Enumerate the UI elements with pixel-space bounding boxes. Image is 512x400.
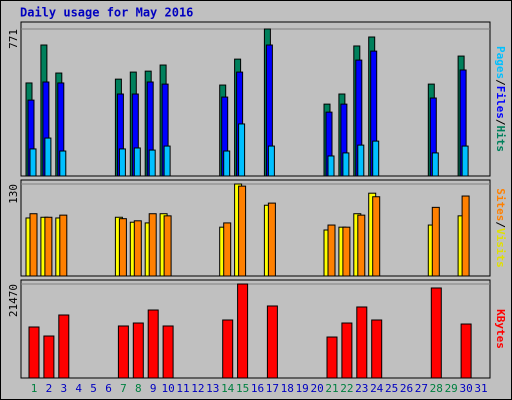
bar <box>118 218 127 277</box>
bar <box>326 336 338 379</box>
legend: Pages/Files/Hits <box>494 46 507 152</box>
bar <box>44 137 52 177</box>
bar <box>147 309 159 379</box>
bar <box>163 215 172 277</box>
x-tick-label: 10 <box>161 382 174 395</box>
x-tick-label: 5 <box>90 382 97 395</box>
bar <box>327 155 335 177</box>
bar <box>238 185 247 277</box>
x-tick-label: 2 <box>46 382 53 395</box>
x-tick-label: 18 <box>281 382 294 395</box>
bar <box>222 319 234 379</box>
bar <box>163 145 171 177</box>
bar <box>59 150 67 177</box>
legend-separator: / <box>494 79 507 86</box>
bar <box>44 216 53 277</box>
x-tick-label: 7 <box>120 382 127 395</box>
y-tick-label: 21470 <box>7 284 20 317</box>
bar <box>267 202 276 277</box>
bar <box>341 322 353 379</box>
x-tick-label: 19 <box>296 382 309 395</box>
bar <box>223 150 231 177</box>
legend-entry: Hits <box>494 126 507 153</box>
bar <box>132 322 144 379</box>
x-tick-label: 12 <box>191 382 204 395</box>
y-tick-label: 771 <box>7 29 20 49</box>
bar <box>357 214 366 277</box>
x-tick-label: 23 <box>355 382 368 395</box>
bar <box>58 314 70 379</box>
x-tick-label: 9 <box>150 382 157 395</box>
bar <box>460 323 472 379</box>
bar <box>162 325 174 379</box>
panel <box>20 21 491 177</box>
bar <box>342 152 350 177</box>
x-tick-label: 26 <box>400 382 413 395</box>
bar <box>267 145 275 177</box>
legend-entry: Files <box>494 86 507 119</box>
x-tick-label: 22 <box>340 382 353 395</box>
panel <box>20 179 491 277</box>
x-tick-label: 15 <box>236 382 249 395</box>
x-tick-label: 8 <box>135 382 142 395</box>
x-tick-label: 4 <box>75 382 82 395</box>
x-tick-label: 29 <box>445 382 458 395</box>
bar <box>28 326 40 379</box>
x-tick-label: 17 <box>266 382 279 395</box>
x-tick-label: 20 <box>310 382 323 395</box>
legend: Sites/Visits <box>494 188 507 268</box>
bar <box>59 214 68 277</box>
bar <box>327 224 336 277</box>
legend-separator: / <box>494 119 507 126</box>
x-tick-label: 27 <box>415 382 428 395</box>
bar <box>372 140 380 177</box>
chart-title: Daily usage for May 2016 <box>20 6 193 20</box>
bar <box>371 319 383 379</box>
bar <box>118 148 126 177</box>
bar <box>461 145 469 177</box>
bar <box>117 325 129 379</box>
bar <box>342 226 351 277</box>
bar <box>237 283 249 379</box>
legend-separator: / <box>494 221 507 228</box>
x-tick-label: 3 <box>60 382 67 395</box>
bar <box>133 147 141 177</box>
bar <box>29 213 38 277</box>
bar <box>461 195 470 277</box>
legend-entry: Visits <box>494 228 507 268</box>
x-tick-label: 16 <box>251 382 264 395</box>
x-tick-label: 6 <box>105 382 112 395</box>
bar <box>133 220 142 277</box>
x-tick-label: 14 <box>221 382 235 395</box>
bar <box>29 148 37 177</box>
bar <box>431 152 439 177</box>
x-tick-label: 11 <box>176 382 189 395</box>
bar <box>357 144 365 177</box>
x-tick-label: 31 <box>474 382 487 395</box>
bar <box>266 305 278 379</box>
legend: KBytes <box>494 309 507 349</box>
bar <box>356 306 368 379</box>
x-tick-label: 24 <box>370 382 384 395</box>
x-tick-label: 1 <box>31 382 38 395</box>
x-tick-label: 30 <box>459 382 472 395</box>
legend-entry: KBytes <box>494 309 507 349</box>
y-tick-label: 130 <box>7 184 20 204</box>
bar <box>431 206 440 277</box>
bar <box>148 213 157 277</box>
bar <box>372 196 381 277</box>
x-tick-label: 21 <box>325 382 338 395</box>
x-tick-label: 28 <box>430 382 443 395</box>
bar <box>148 149 156 177</box>
panel <box>20 279 491 379</box>
bar <box>238 123 246 177</box>
bar <box>430 287 442 379</box>
legend-entry: Sites <box>494 188 507 221</box>
x-tick-label: 25 <box>385 382 398 395</box>
bar <box>223 222 232 277</box>
bar <box>43 335 55 379</box>
legend-entry: Pages <box>494 46 507 79</box>
x-tick-label: 13 <box>206 382 219 395</box>
